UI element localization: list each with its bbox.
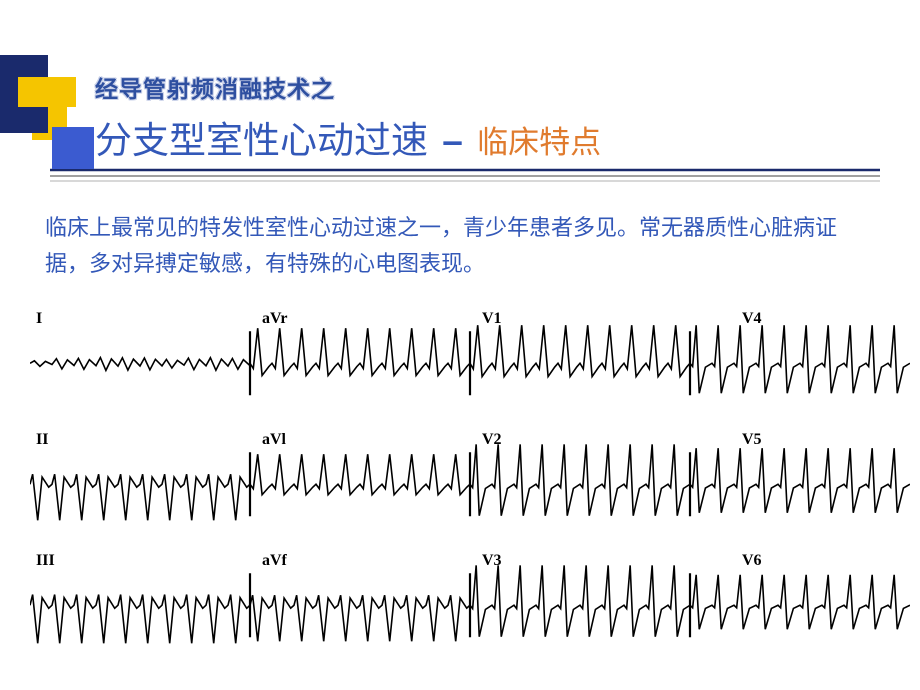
ecg-lead-label-V3: V3: [482, 552, 502, 570]
title-underlines: [0, 167, 920, 187]
ecg-lead-label-aVr: aVr: [262, 310, 287, 328]
title-main-b: 临床特点: [477, 125, 601, 160]
ecg-lead-label-V6: V6: [742, 552, 762, 570]
pretitle: 经导管射频消融技术之: [95, 70, 870, 104]
title-dash: –: [442, 120, 463, 161]
ecg-lead-label-aVl: aVl: [262, 431, 286, 449]
ecg-lead-label-V2: V2: [482, 431, 502, 449]
ecg-strip-row-2: III aVf V3 V6: [30, 542, 910, 657]
main-title: 分支型室性心动过速 – 临床特点: [95, 110, 870, 164]
ecg-lead-label-III: III: [36, 552, 55, 570]
ecg-lead-label-II: II: [36, 431, 48, 449]
ecg-lead-label-aVf: aVf: [262, 552, 287, 570]
ecg-lead-label-V5: V5: [742, 431, 762, 449]
ecg-strip-row-0: IaVr V1 V4: [30, 300, 910, 415]
body-text: 临床上最常见的特发性室性心动过速之一，青少年患者多见。常无器质性心脏病证据，多对…: [45, 210, 875, 283]
title-main-a: 分支型室性心动过速: [95, 120, 428, 161]
ecg-lead-label-I: I: [36, 310, 42, 328]
ecg-lead-label-V4: V4: [742, 310, 762, 328]
title-area: 经导管射频消融技术之 分支型室性心动过速 – 临床特点: [95, 70, 870, 166]
ecg-lead-label-V1: V1: [482, 310, 502, 328]
corner-decoration: [0, 55, 95, 185]
ecg-strip-row-1: II aVl V2 V5: [30, 421, 910, 536]
ecg-figure: IaVr V1 V4 II aVl V2 V5 III aVf V3 V6: [30, 300, 910, 670]
